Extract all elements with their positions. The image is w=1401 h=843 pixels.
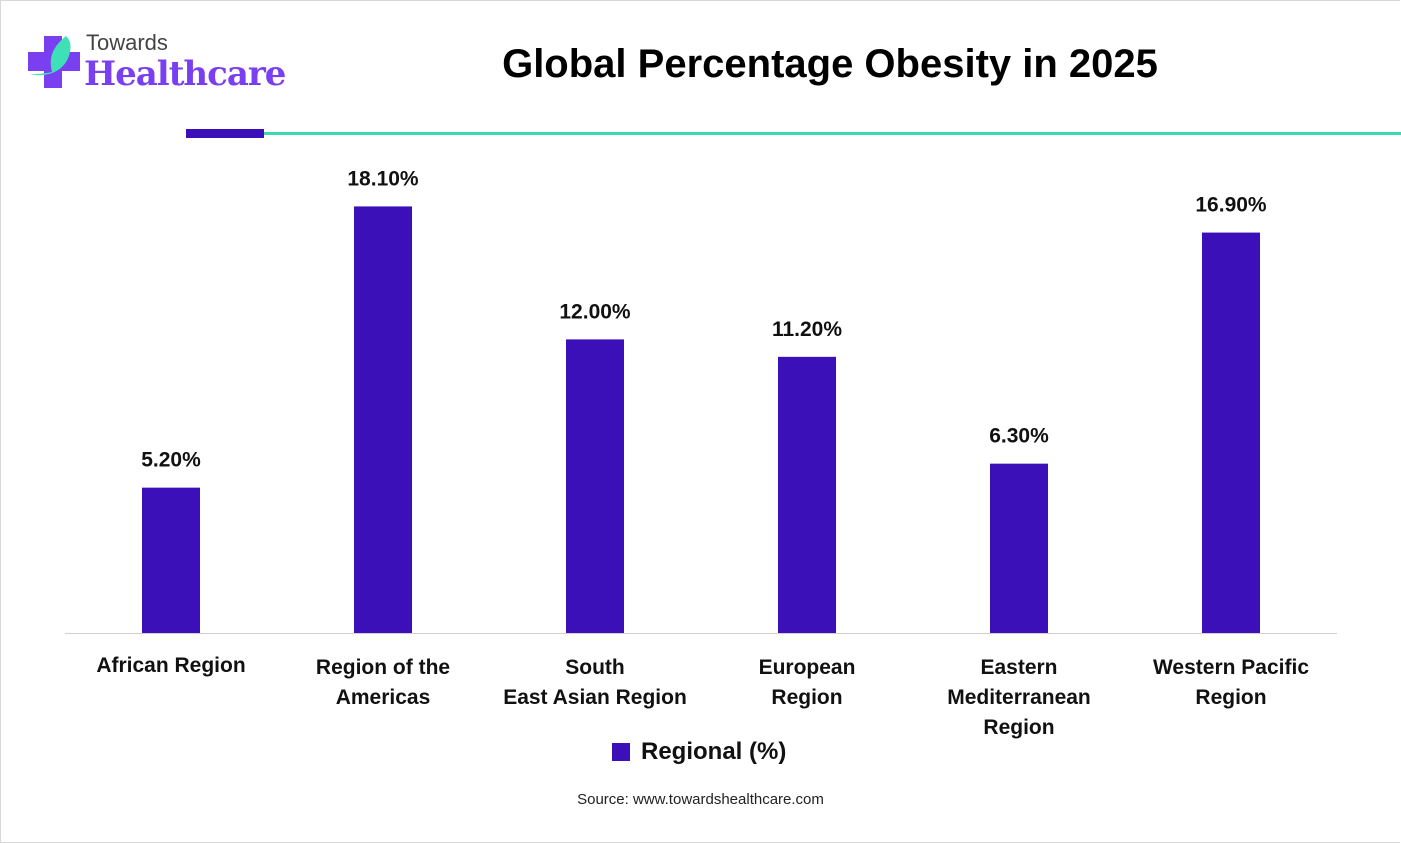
bar: [566, 339, 624, 633]
x-tick-label: European Region: [759, 656, 856, 709]
brand-line1: Towards: [86, 30, 168, 55]
bar: [142, 487, 200, 633]
data-label: 16.90%: [1195, 194, 1267, 217]
title-accent-bar: [186, 129, 264, 138]
x-tick-label-line: Region: [983, 716, 1054, 739]
data-label: 12.00%: [559, 300, 631, 323]
bar: [1202, 232, 1260, 633]
source-note: Source: www.towardshealthcare.com: [577, 791, 824, 808]
data-label: 5.20%: [141, 449, 201, 472]
bar: [778, 356, 836, 633]
x-tick-label-line: South: [565, 656, 624, 679]
x-tick-label-line: Eastern: [980, 656, 1057, 679]
x-tick-label: Eastern Mediterranean Region: [947, 656, 1091, 739]
x-tick-label-line: Western Pacific: [1153, 656, 1309, 679]
brand-logo: Towards Healthcare: [26, 30, 286, 100]
x-tick-label: South East Asian Region: [503, 656, 687, 709]
cross-leaf-icon: [28, 36, 80, 88]
bar: [990, 463, 1048, 633]
x-tick-label: Western Pacific Region: [1153, 656, 1309, 709]
x-tick-label-line: European: [759, 656, 856, 679]
bar: [354, 206, 412, 634]
legend-swatch: [612, 743, 630, 761]
chart-title: Global Percentage Obesity in 2025: [502, 42, 1158, 86]
data-label: 6.30%: [989, 425, 1049, 448]
title-accent-line: [264, 132, 1401, 135]
legend-label: Regional (%): [641, 738, 787, 765]
data-label: 11.20%: [772, 318, 842, 341]
x-tick-label-line: East Asian Region: [503, 686, 687, 709]
x-tick-label: African Region: [96, 654, 245, 677]
x-tick-label-line: Region: [771, 686, 842, 709]
x-tick-label-line: Americas: [336, 686, 431, 709]
x-tick-label-line: Region of the: [316, 656, 450, 679]
x-tick-label-line: Mediterranean: [947, 686, 1091, 709]
data-label: 18.10%: [347, 167, 419, 190]
x-tick-label-line: African Region: [96, 654, 245, 677]
brand-line2: Healthcare: [84, 54, 286, 94]
x-tick-label-line: Region: [1195, 686, 1266, 709]
legend: Regional (%): [612, 738, 786, 766]
x-tick-label: Region of the Americas: [316, 656, 450, 709]
